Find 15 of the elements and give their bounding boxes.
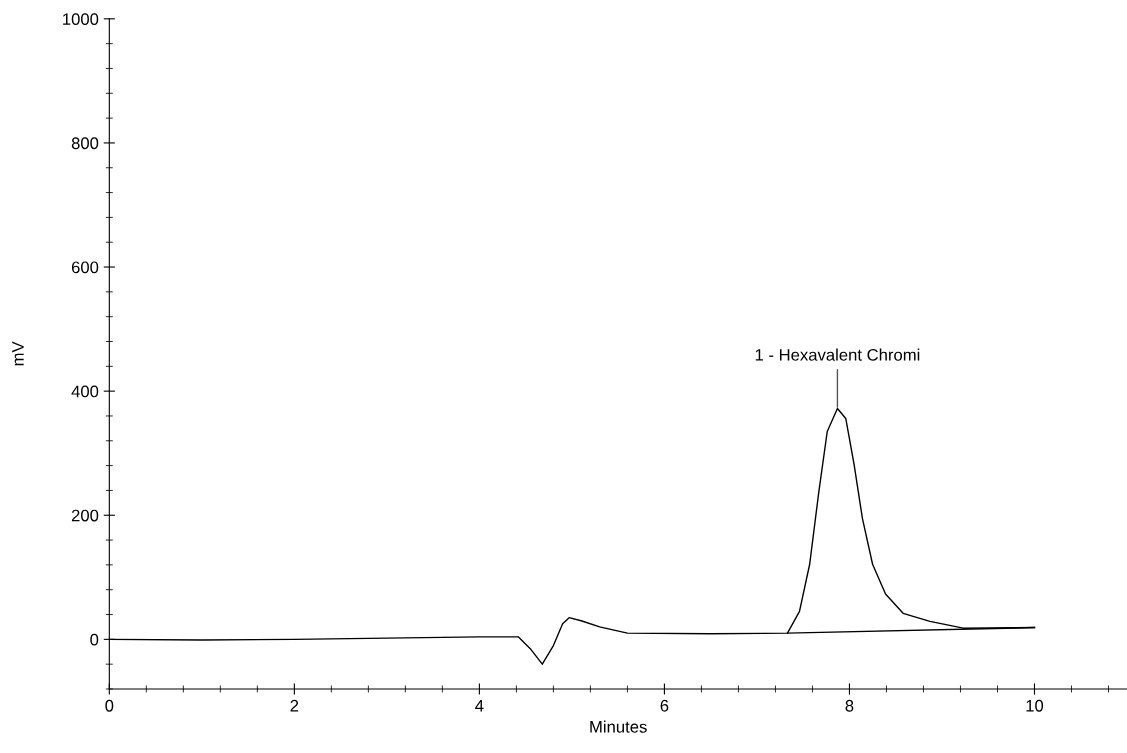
y-tick-label: 200 bbox=[71, 509, 99, 522]
y-tick-label: 800 bbox=[71, 137, 99, 150]
x-tick-label: 8 bbox=[845, 699, 854, 712]
x-tick-label: 0 bbox=[105, 699, 114, 712]
x-tick-label: 4 bbox=[475, 700, 484, 712]
y-tick-label: 600 bbox=[71, 261, 99, 274]
annotation: 1 - Hexavalent Chromi bbox=[755, 348, 920, 361]
x-tick-label: 6 bbox=[660, 699, 669, 712]
x-axis-title: Minutes bbox=[590, 720, 647, 733]
y-tick-label: 1000 bbox=[63, 13, 99, 26]
y-axis-title: mV bbox=[12, 341, 24, 366]
y-tick-label: 400 bbox=[71, 385, 99, 398]
y-tick-label: 0 bbox=[90, 633, 99, 646]
x-tick-label: 2 bbox=[290, 699, 299, 712]
x-tick-label: 10 bbox=[1026, 699, 1044, 712]
